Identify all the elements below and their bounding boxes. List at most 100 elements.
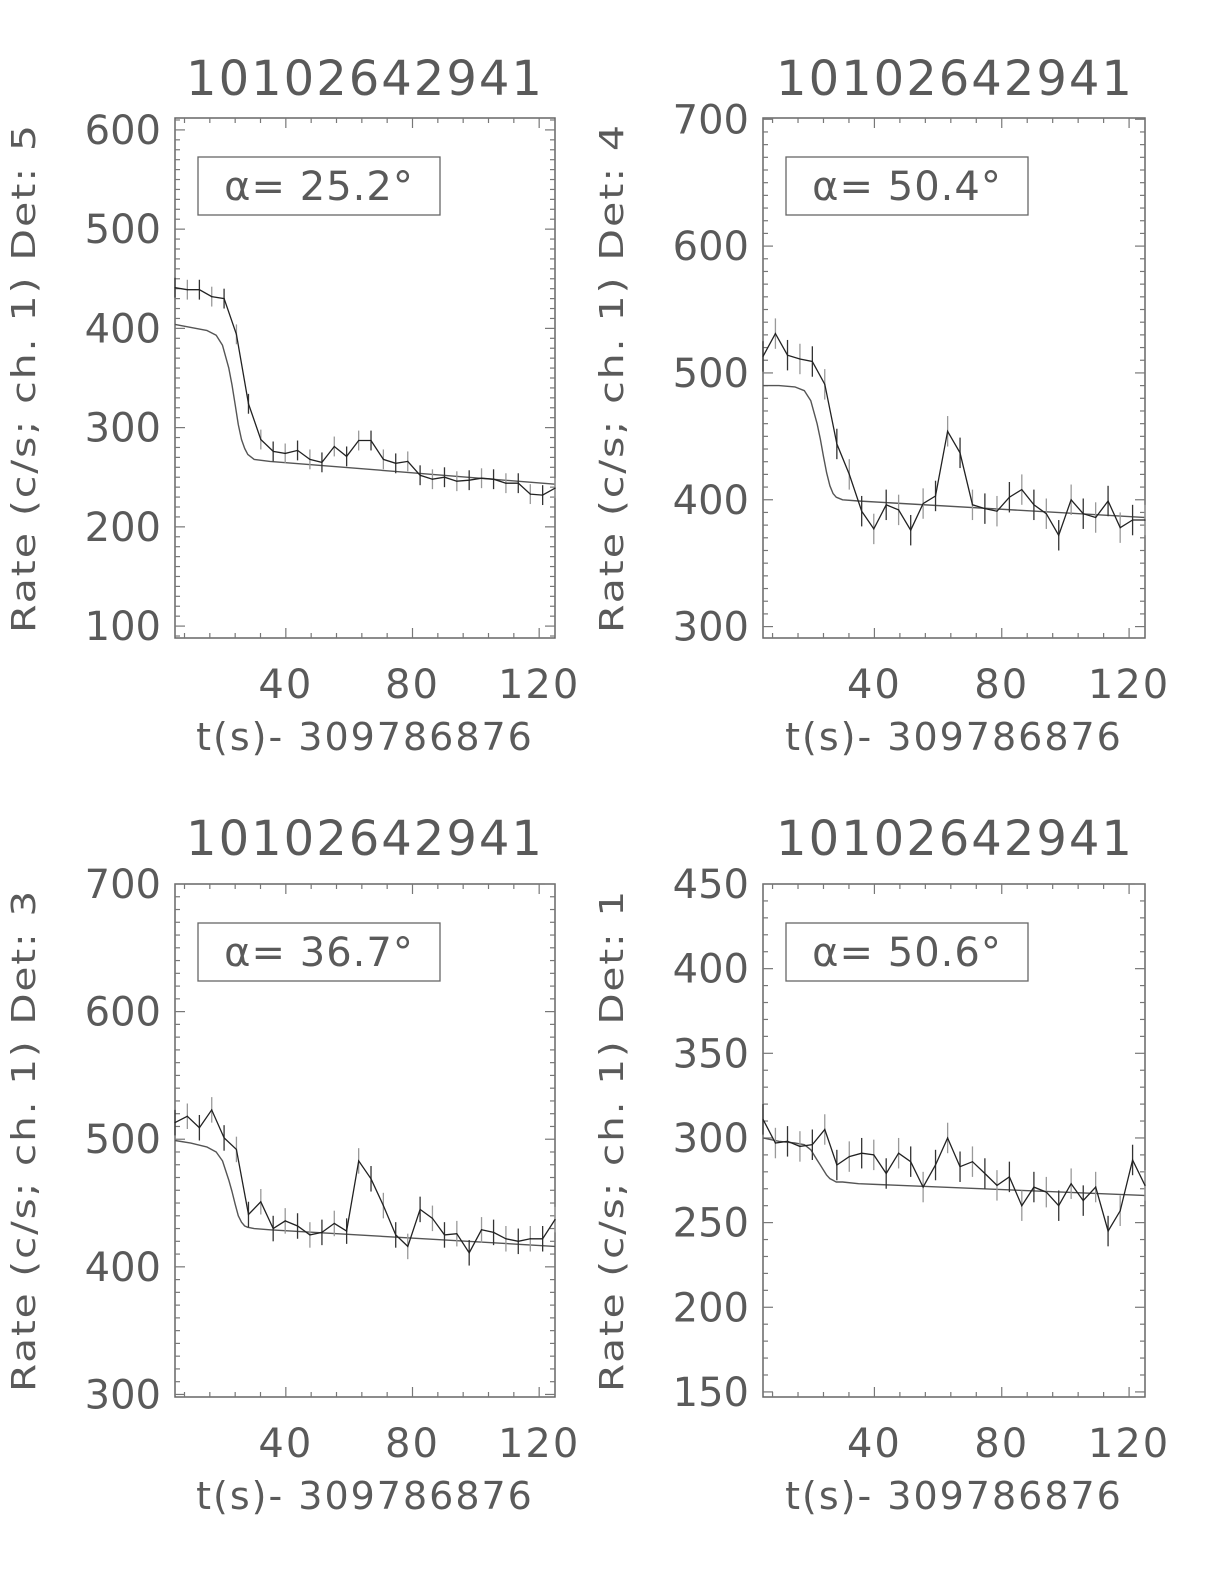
data-point xyxy=(873,528,875,530)
data-point xyxy=(1119,1210,1121,1212)
data-point xyxy=(505,482,507,484)
data-point xyxy=(260,1201,262,1203)
data-point xyxy=(1045,513,1047,515)
data-point xyxy=(811,360,813,363)
data-point xyxy=(223,298,225,300)
data-point xyxy=(786,354,789,356)
data-point xyxy=(296,449,299,452)
x-tick-label: 80 xyxy=(385,662,440,708)
annotation-text: α= 25.2° xyxy=(224,164,414,210)
y-tick-label: 500 xyxy=(85,207,161,253)
data-point xyxy=(505,1238,507,1240)
y-tick-label: 400 xyxy=(85,306,161,352)
data-point xyxy=(431,478,434,480)
x-tick-label: 120 xyxy=(1088,1421,1170,1467)
data-point xyxy=(836,1164,838,1166)
y-tick-label: 600 xyxy=(85,990,161,1036)
panel-2: 10102642941 Rate (c/s; ch. 1) Det: 4 t(s)-… xyxy=(592,51,1168,759)
data-point xyxy=(1119,527,1121,529)
data-point xyxy=(186,1115,188,1117)
data-point xyxy=(370,1178,372,1180)
x-tick-label: 40 xyxy=(847,1421,902,1467)
data-point xyxy=(309,1234,311,1236)
y-tick-label: 700 xyxy=(85,862,161,908)
annotation-text: α= 50.4° xyxy=(812,164,1002,210)
data-point xyxy=(468,1252,470,1254)
data-point xyxy=(419,474,421,476)
data-point xyxy=(898,1152,900,1154)
data-point xyxy=(1008,496,1010,498)
data-point xyxy=(358,439,360,442)
data-point xyxy=(235,1148,238,1151)
y-tick-label: 200 xyxy=(673,1285,749,1331)
y-tick-label: 350 xyxy=(673,1031,749,1077)
data-point xyxy=(419,1208,421,1211)
data-point xyxy=(1033,1186,1035,1188)
data-point xyxy=(235,333,238,335)
data-point xyxy=(382,458,384,460)
data-point xyxy=(554,487,556,489)
y-tick-label: 100 xyxy=(85,604,161,650)
x-tick-label: 40 xyxy=(258,662,313,708)
data-point xyxy=(861,1152,863,1154)
annotation-box xyxy=(197,156,441,216)
data-point xyxy=(333,1222,335,1225)
data-point xyxy=(799,358,801,360)
data-point xyxy=(1058,534,1060,536)
data-point xyxy=(198,1127,200,1129)
data-point xyxy=(959,1166,961,1168)
y-tick-label: 300 xyxy=(673,1116,749,1162)
data-point xyxy=(1070,1183,1072,1185)
data-point xyxy=(443,476,446,478)
data-point xyxy=(1144,519,1146,521)
data-point xyxy=(358,1160,360,1162)
data-point xyxy=(984,508,986,510)
panel-title: 10102642941 xyxy=(776,811,1134,867)
annotation-box xyxy=(785,922,1029,982)
plot-frame xyxy=(762,883,1146,1398)
data-point xyxy=(431,1217,434,1219)
data-point xyxy=(407,1245,409,1248)
data-series-line xyxy=(174,287,556,496)
data-point xyxy=(861,510,863,512)
y-tick-label: 500 xyxy=(85,1117,161,1163)
data-point xyxy=(1070,499,1072,501)
data-point xyxy=(934,1164,937,1166)
data-point xyxy=(517,482,519,484)
data-point xyxy=(198,289,200,291)
fit-curve xyxy=(174,323,556,485)
x-axis-label: t(s)- 309786876 xyxy=(785,715,1123,759)
data-point xyxy=(971,1161,974,1163)
data-point xyxy=(395,462,397,464)
data-point xyxy=(762,1118,764,1120)
x-tick-label: 80 xyxy=(974,662,1029,708)
x-axis-label: t(s)- 309786876 xyxy=(196,715,534,759)
data-point xyxy=(480,1229,483,1231)
data-series-line xyxy=(174,1108,556,1255)
data-point xyxy=(984,1172,986,1175)
data-point xyxy=(309,458,311,460)
panel-4: 10102642941 Rate (c/s; ch. 1) Det: 1 t(s)-… xyxy=(592,811,1170,1518)
panel-title: 10102642941 xyxy=(186,811,544,867)
data-point xyxy=(811,1144,813,1146)
data-point xyxy=(382,1204,384,1207)
y-axis-label: Rate (c/s; ch. 1) Det: 1 xyxy=(592,889,631,1392)
data-point xyxy=(1082,1200,1084,1202)
x-tick-label: 40 xyxy=(847,662,902,708)
data-point xyxy=(468,479,470,481)
data-point xyxy=(247,403,250,405)
data-point xyxy=(554,1219,556,1221)
y-tick-label: 200 xyxy=(85,505,161,551)
data-point xyxy=(321,461,323,463)
data-point xyxy=(284,1220,286,1222)
x-tick-label: 40 xyxy=(258,1421,313,1467)
data-point xyxy=(346,455,348,457)
data-point xyxy=(1095,1186,1097,1188)
data-point xyxy=(1045,1191,1047,1193)
y-axis-label: Rate (c/s; ch. 1) Det: 3 xyxy=(4,889,43,1392)
y-axis-label: Rate (c/s; ch. 1) Det: 5 xyxy=(4,123,43,633)
data-point xyxy=(971,504,974,506)
data-point xyxy=(211,296,213,298)
annotation-box xyxy=(785,156,1029,216)
data-point xyxy=(260,438,262,441)
